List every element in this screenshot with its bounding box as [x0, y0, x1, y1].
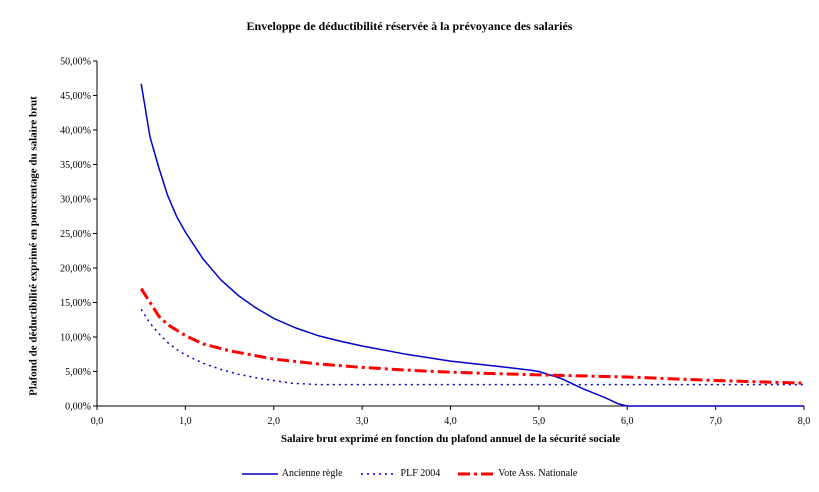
legend-swatch [360, 472, 397, 475]
x-axis-label: Salaire brut exprimé en fonction du plaf… [280, 433, 621, 445]
x-tick-label: 5,0 [533, 416, 546, 427]
legend-label: PLF 2004 [400, 468, 441, 479]
x-tick-label: 6,0 [621, 416, 634, 427]
x-tick-label: 8,0 [798, 416, 811, 427]
series-line-2 [139, 287, 805, 385]
y-tick-label: 15,00% [60, 298, 91, 309]
x-tick-label: 3,0 [356, 416, 369, 427]
x-tick-label: 7,0 [709, 416, 722, 427]
legend-item: Vote Ass. Nationale [458, 468, 577, 479]
legend-label: Ancienne règle [281, 468, 343, 479]
legend-swatch [458, 472, 495, 475]
y-tick-label: 45,00% [60, 91, 91, 102]
legend-item: PLF 2004 [360, 468, 441, 479]
y-tick-label: 40,00% [60, 126, 91, 137]
legend-item: Ancienne règle [241, 468, 343, 479]
y-tick-label: 25,00% [60, 229, 91, 240]
legend-label: Vote Ass. Nationale [498, 468, 578, 479]
y-tick-label: 5,00% [65, 367, 91, 378]
legend: Ancienne règle PLF 2004 Vote Ass. National… [0, 468, 819, 479]
y-tick-label: 30,00% [60, 195, 91, 206]
y-tick-label: 35,00% [60, 160, 91, 171]
y-tick-label: 20,00% [60, 264, 91, 275]
legend-swatch [241, 472, 278, 475]
y-tick-label: 10,00% [60, 333, 91, 344]
y-tick-label: 0,00% [65, 402, 91, 413]
series-line-0 [140, 83, 804, 407]
x-tick-label: 2,0 [268, 416, 281, 427]
y-axis-label: Plafond de déductibilité exprimé en pour… [27, 96, 40, 396]
y-tick-label: 50,00% [60, 57, 91, 68]
chart-title: Enveloppe de déductibilité réservée à la… [246, 19, 573, 33]
x-tick-label: 4,0 [444, 416, 457, 427]
x-tick-label: 0,0 [91, 416, 104, 427]
x-tick-label: 1,0 [179, 416, 192, 427]
